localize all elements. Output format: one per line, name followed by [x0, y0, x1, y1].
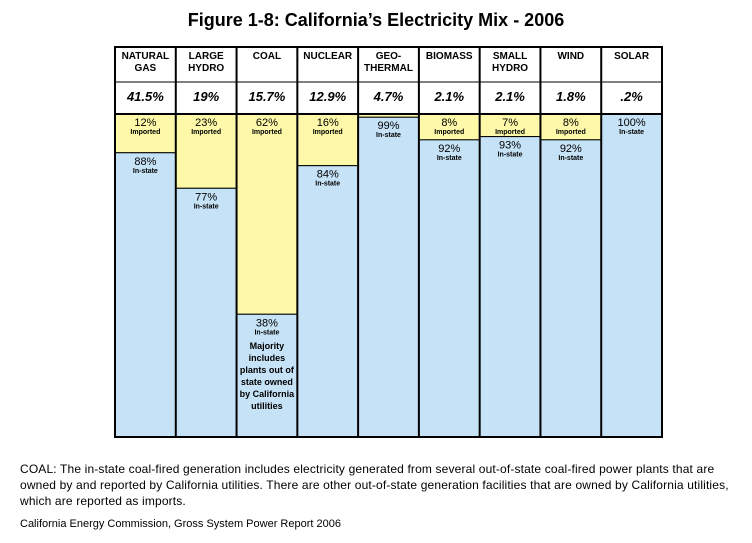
value-label: 84%: [317, 169, 339, 181]
segment: [236, 313, 298, 438]
category-label: NATURAL GAS: [121, 51, 170, 74]
segment: [114, 113, 177, 154]
series-label: In-state: [558, 155, 583, 162]
segment: [175, 187, 238, 438]
value-label: 38%: [256, 317, 278, 329]
share-label: .2%: [620, 89, 643, 104]
value-label: 16%: [317, 117, 339, 129]
value-label: 100%: [618, 117, 646, 129]
segment: [296, 113, 359, 167]
series-label: Imported: [252, 129, 282, 136]
series-label: In-state: [194, 203, 219, 210]
series-label: In-state: [437, 155, 462, 162]
annotation: Majority includes plants out of state ow…: [239, 341, 295, 412]
share-label: 2.1%: [434, 89, 465, 104]
value-label: 88%: [134, 156, 156, 168]
series-label: In-state: [315, 181, 340, 188]
segment: [600, 113, 663, 438]
segment: [479, 136, 541, 438]
segment: [175, 113, 238, 189]
value-label: 7%: [502, 117, 518, 129]
share-label: 4.7%: [373, 89, 404, 104]
category-label: COAL: [252, 51, 282, 62]
value-label: 23%: [195, 117, 217, 129]
value-label: 62%: [256, 117, 278, 129]
series-label: Imported: [191, 129, 221, 136]
chart-title: Figure 1-8: California’s Electricity Mix…: [187, 10, 565, 30]
segment: [418, 113, 481, 141]
series-label: In-state: [498, 152, 523, 159]
value-label: 8%: [441, 117, 457, 129]
segment: [296, 165, 359, 438]
series-label: In-state: [619, 129, 644, 136]
value-label: 92%: [438, 143, 460, 155]
value-label: 92%: [560, 143, 582, 155]
value-label: 93%: [499, 140, 521, 152]
share-label: 12.9%: [309, 89, 347, 104]
segment: [357, 116, 420, 438]
series-label: In-state: [254, 329, 279, 336]
series-label: Imported: [495, 129, 525, 136]
share-label: 15.7%: [248, 89, 286, 104]
source: California Energy Commission, Gross Syst…: [20, 518, 341, 530]
value-label: 99%: [377, 120, 399, 132]
value-label: 12%: [134, 117, 156, 129]
segment: [236, 113, 298, 315]
share-label: 2.1%: [495, 89, 525, 104]
share-label: 41.5%: [126, 89, 164, 104]
value-label: 77%: [195, 191, 217, 203]
category-label: NUCLEAR: [303, 51, 353, 62]
series-label: Imported: [313, 129, 343, 136]
category-label: LARGE HYDRO: [188, 51, 225, 74]
category-label: GEO-THERMAL: [364, 51, 413, 74]
share-label: 19%: [193, 89, 220, 104]
category-label: BIOMASS: [425, 51, 473, 62]
series-label: Imported: [434, 129, 464, 136]
series-label: In-state: [133, 168, 158, 175]
category-label: SMALL HYDRO: [491, 51, 529, 74]
frame: [114, 46, 663, 438]
value-label: 8%: [563, 117, 579, 129]
share-label: 1.8%: [556, 89, 586, 104]
category-label: WIND: [557, 51, 585, 62]
segment: [418, 139, 481, 438]
category-label: SOLAR: [614, 51, 650, 62]
footnote: COAL: The in-state coal-fired generation…: [20, 462, 729, 508]
series-label: In-state: [376, 132, 401, 139]
segment: [539, 139, 602, 438]
series-label: Imported: [556, 129, 586, 136]
series-label: Imported: [130, 129, 160, 136]
segment: [114, 152, 177, 438]
